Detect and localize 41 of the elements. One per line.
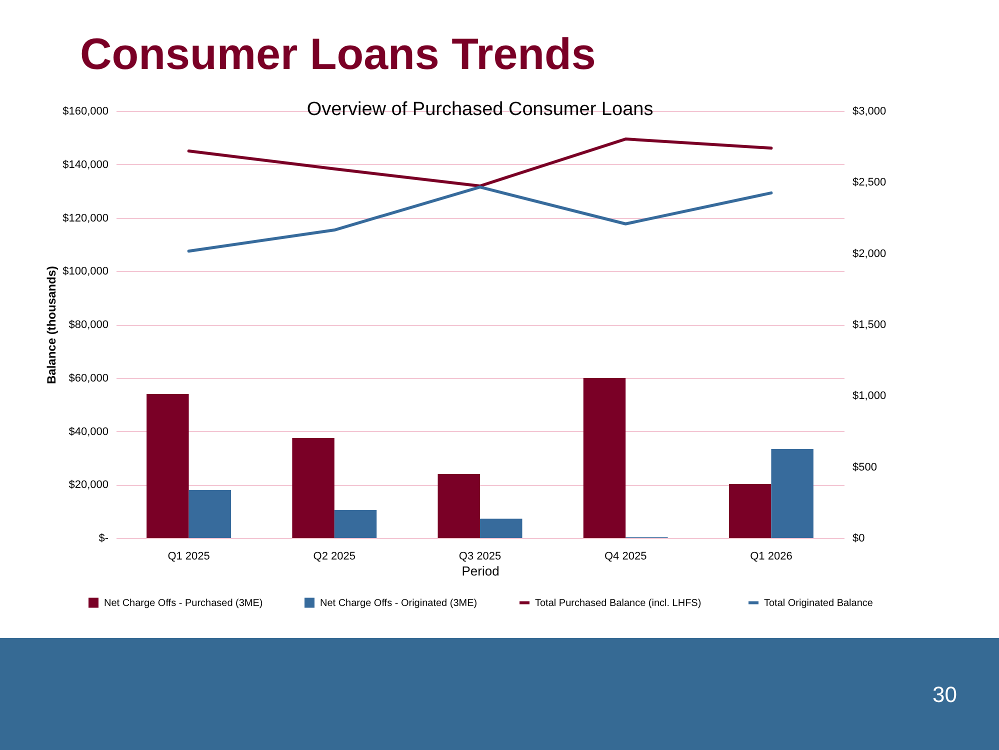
- chart-subtitle: Overview of Purchased Consumer Loans: [306, 99, 654, 120]
- bar: [583, 378, 626, 538]
- y-tick-label: $120,000: [62, 212, 108, 224]
- bar: [146, 394, 189, 538]
- y2-tick-label: $2,500: [852, 176, 886, 189]
- y2-tick-label: $0: [852, 532, 865, 544]
- bar: [728, 484, 772, 538]
- x-tick-label: Q2 2025: [313, 550, 356, 562]
- y2-tick-label: $1,000: [852, 390, 886, 402]
- bar: [292, 438, 334, 538]
- bar: [188, 490, 232, 538]
- y-tick-label: $20,000: [68, 479, 108, 492]
- x-tick-label: Q1 2025: [168, 550, 210, 562]
- y-tick-label: $140,000: [62, 158, 108, 171]
- y-tick-label: $60,000: [68, 372, 108, 384]
- y-tick-label: $100,000: [62, 266, 108, 278]
- legend-label: Total Originated Balance: [764, 598, 874, 609]
- x-tick-label: Q4 2025: [604, 550, 647, 562]
- x-axis-title: Period: [462, 564, 500, 578]
- text: 30: [932, 682, 957, 708]
- y2-tick-label: $3,000: [852, 106, 886, 118]
- y-tick-label: $-: [98, 532, 109, 544]
- bar: [438, 474, 480, 538]
- bar: [771, 449, 814, 538]
- legend-label: Net Charge Offs - Purchased (3ME): [104, 598, 263, 609]
- bar: [480, 518, 522, 538]
- line-series: [187, 186, 773, 253]
- y-tick-label: $40,000: [68, 426, 108, 438]
- x-tick-label: Q1 2026: [750, 550, 792, 562]
- legend-label: Total Purchased Balance (incl. LHFS): [535, 598, 702, 609]
- y-axis-title: Balance (thousands): [44, 266, 59, 384]
- y2-tick-label: $500: [852, 461, 877, 474]
- chart-title: Consumer Loans Trends: [80, 30, 596, 80]
- bar: [334, 510, 377, 538]
- y2-tick-label: $2,000: [852, 248, 886, 260]
- y2-tick-label: $1,500: [852, 319, 886, 331]
- y-tick-label: $80,000: [68, 319, 108, 331]
- x-tick-label: Q3 2025: [458, 550, 502, 562]
- line-series: [187, 138, 773, 188]
- y-tick-label: $160,000: [62, 106, 108, 118]
- legend-label: Net Charge Offs - Originated (3ME): [320, 598, 478, 609]
